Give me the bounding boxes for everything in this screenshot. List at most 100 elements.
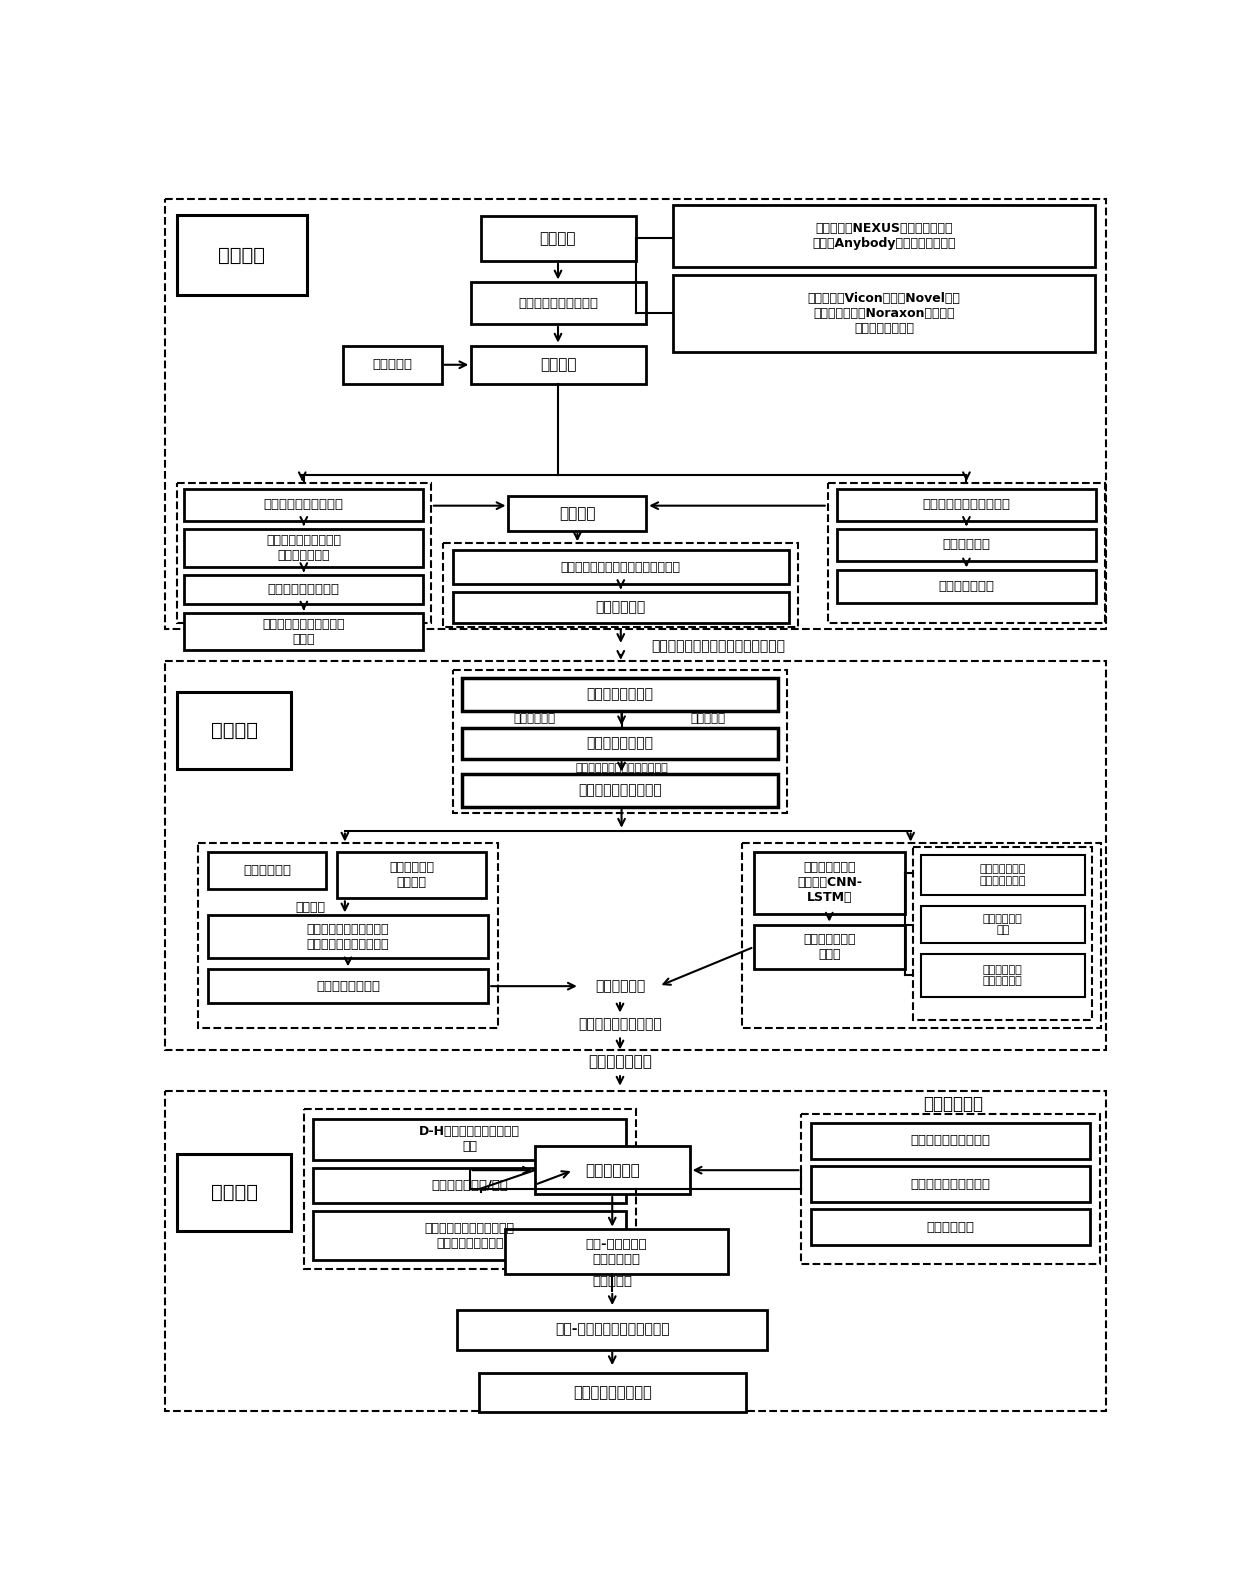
Text: 正常人行走步态特征标注: 正常人行走步态特征标注 bbox=[923, 498, 1011, 511]
FancyBboxPatch shape bbox=[811, 1124, 1090, 1159]
FancyBboxPatch shape bbox=[920, 855, 1085, 895]
Text: 行走实验: 行走实验 bbox=[541, 358, 577, 372]
FancyBboxPatch shape bbox=[754, 852, 905, 915]
FancyBboxPatch shape bbox=[481, 215, 635, 260]
FancyBboxPatch shape bbox=[506, 1229, 728, 1274]
FancyBboxPatch shape bbox=[920, 907, 1085, 943]
FancyBboxPatch shape bbox=[304, 1109, 635, 1269]
Text: 人体运动意图识
别模型: 人体运动意图识 别模型 bbox=[804, 934, 856, 961]
FancyBboxPatch shape bbox=[337, 852, 486, 899]
Text: 人机系统的外骨骼机器人的
运动学及动力学模型: 人机系统的外骨骼机器人的 运动学及动力学模型 bbox=[424, 1221, 515, 1250]
FancyBboxPatch shape bbox=[479, 1374, 745, 1412]
FancyBboxPatch shape bbox=[176, 482, 432, 624]
Text: 步态特征提取: 步态特征提取 bbox=[942, 538, 991, 552]
Text: 脑卒中步态特征提取: 脑卒中步态特征提取 bbox=[268, 583, 340, 597]
FancyBboxPatch shape bbox=[811, 1167, 1090, 1202]
Text: 巴特反演滤波: 巴特反演滤波 bbox=[513, 712, 556, 726]
FancyBboxPatch shape bbox=[754, 924, 905, 969]
FancyBboxPatch shape bbox=[342, 345, 441, 385]
FancyBboxPatch shape bbox=[165, 1092, 1106, 1411]
FancyBboxPatch shape bbox=[828, 482, 1105, 624]
Text: 肢体运动模式与多传感器
信息融合向量的映射函数: 肢体运动模式与多传感器 信息融合向量的映射函数 bbox=[306, 922, 389, 951]
FancyBboxPatch shape bbox=[463, 774, 779, 806]
Text: 多传感器信息处理: 多传感器信息处理 bbox=[587, 688, 653, 701]
FancyBboxPatch shape bbox=[312, 1211, 626, 1261]
FancyBboxPatch shape bbox=[837, 528, 1096, 562]
FancyBboxPatch shape bbox=[312, 1119, 626, 1160]
Text: 患侧下肢运动意图识别: 患侧下肢运动意图识别 bbox=[578, 1018, 662, 1031]
Text: 意图识别: 意图识别 bbox=[211, 721, 258, 741]
Text: 控制执行: 控制执行 bbox=[211, 1183, 258, 1202]
Text: 健患侧耦合信息: 健患侧耦合信息 bbox=[588, 1053, 652, 1069]
FancyBboxPatch shape bbox=[453, 592, 789, 622]
Text: 肢体运动模式: 肢体运动模式 bbox=[243, 863, 291, 878]
Text: 响应变量对比: 响应变量对比 bbox=[595, 980, 645, 993]
FancyBboxPatch shape bbox=[471, 345, 646, 385]
FancyBboxPatch shape bbox=[463, 728, 779, 760]
Text: 二値化处理: 二値化处理 bbox=[691, 712, 725, 726]
FancyBboxPatch shape bbox=[471, 282, 646, 324]
Text: 机器人运动学正/反解: 机器人运动学正/反解 bbox=[432, 1179, 508, 1192]
FancyBboxPatch shape bbox=[207, 852, 326, 889]
FancyBboxPatch shape bbox=[176, 214, 306, 295]
FancyBboxPatch shape bbox=[463, 678, 779, 710]
Text: 脑卒中患者康复数据库: 脑卒中患者康复数据库 bbox=[910, 1135, 991, 1148]
FancyBboxPatch shape bbox=[185, 575, 423, 605]
Text: D-H矩阵和霍可比矩阵理论
研究: D-H矩阵和霍可比矩阵理论 研究 bbox=[419, 1125, 520, 1154]
Text: 机器学习: 机器学习 bbox=[295, 902, 325, 915]
Text: 正常人行走模型: 正常人行走模型 bbox=[939, 579, 994, 594]
Text: 深度学习训练
训练: 深度学习训练 训练 bbox=[983, 915, 1023, 935]
FancyBboxPatch shape bbox=[207, 916, 489, 959]
Text: 硬件平台：Vicon系统、Novel足底
压力测量系统、Noraxon肌电测试
系统、各类传感器: 硬件平台：Vicon系统、Novel足底 压力测量系统、Noraxon肌电测试 … bbox=[807, 292, 960, 335]
FancyBboxPatch shape bbox=[444, 543, 799, 627]
FancyBboxPatch shape bbox=[165, 661, 1106, 1050]
FancyBboxPatch shape bbox=[508, 496, 646, 531]
Text: 运动保护预设: 运动保护预设 bbox=[924, 1095, 983, 1112]
Text: 人机耦合调控: 人机耦合调控 bbox=[585, 1163, 640, 1178]
FancyBboxPatch shape bbox=[185, 613, 423, 651]
Text: 多传感器特征提取: 多传感器特征提取 bbox=[587, 737, 653, 750]
FancyBboxPatch shape bbox=[197, 843, 498, 1028]
FancyBboxPatch shape bbox=[312, 1168, 626, 1203]
FancyBboxPatch shape bbox=[920, 954, 1085, 998]
Text: 脑卒中下肢肌力预测试: 脑卒中下肢肌力预测试 bbox=[910, 1178, 991, 1191]
FancyBboxPatch shape bbox=[534, 1146, 689, 1194]
Text: 对比分析: 对比分析 bbox=[559, 506, 595, 520]
FancyBboxPatch shape bbox=[837, 488, 1096, 520]
Text: 脑卒中患者特征性病理步
态模型: 脑卒中患者特征性病理步 态模型 bbox=[263, 618, 345, 646]
Text: 时空参数、运动学参数和动力学参数: 时空参数、运动学参数和动力学参数 bbox=[651, 638, 785, 653]
FancyBboxPatch shape bbox=[672, 275, 1095, 351]
Text: 人体运动意图
模型迁移训练: 人体运动意图 模型迁移训练 bbox=[983, 964, 1023, 986]
FancyBboxPatch shape bbox=[453, 670, 787, 812]
FancyBboxPatch shape bbox=[185, 528, 423, 567]
Text: 步态实验: 步态实验 bbox=[218, 246, 265, 265]
Text: 两层堆联深度学
习模型（CNN-
LSTM）: 两层堆联深度学 习模型（CNN- LSTM） bbox=[797, 862, 862, 905]
FancyBboxPatch shape bbox=[165, 200, 1106, 629]
Text: 人体-康复机器人
信息交互接口: 人体-康复机器人 信息交互接口 bbox=[585, 1238, 647, 1266]
Text: 人体-康复机器人闭环控制系统: 人体-康复机器人闭环控制系统 bbox=[556, 1323, 670, 1336]
Text: 筛选受试者: 筛选受试者 bbox=[372, 358, 412, 372]
FancyBboxPatch shape bbox=[672, 206, 1095, 267]
FancyBboxPatch shape bbox=[837, 570, 1096, 603]
Text: 脑卒中患者康复训练: 脑卒中患者康复训练 bbox=[573, 1385, 652, 1400]
Text: 人机交互层: 人机交互层 bbox=[593, 1275, 632, 1288]
FancyBboxPatch shape bbox=[743, 843, 1101, 1028]
FancyBboxPatch shape bbox=[176, 693, 291, 769]
FancyBboxPatch shape bbox=[458, 1310, 768, 1350]
Text: 多传感器信息融合向量: 多传感器信息融合向量 bbox=[578, 784, 662, 798]
FancyBboxPatch shape bbox=[176, 1154, 291, 1231]
Text: 软件平台：NEXUS数据采集应用分
析仪、Anybody人体建模仿真软件: 软件平台：NEXUS数据采集应用分 析仪、Anybody人体建模仿真软件 bbox=[812, 222, 956, 251]
FancyBboxPatch shape bbox=[801, 1114, 1100, 1264]
Text: 患者身体基础评定检测: 患者身体基础评定检测 bbox=[518, 297, 599, 310]
FancyBboxPatch shape bbox=[811, 1210, 1090, 1245]
FancyBboxPatch shape bbox=[207, 969, 489, 1004]
Text: 脑卒中患者特征性病理步态矫正策略: 脑卒中患者特征性病理步态矫正策略 bbox=[560, 560, 681, 575]
Text: 迁移学习预训练
的深度学习模型: 迁移学习预训练 的深度学习模型 bbox=[980, 865, 1025, 886]
Text: 运动阈値设定: 运动阈値设定 bbox=[926, 1221, 975, 1234]
Text: 肢体运动预测模型: 肢体运动预测模型 bbox=[316, 980, 379, 993]
FancyBboxPatch shape bbox=[913, 847, 1092, 1020]
Text: 脑卒中患者步态模型库: 脑卒中患者步态模型库 bbox=[264, 498, 343, 511]
Text: 时域下统平均値、标准差和方差: 时域下统平均値、标准差和方差 bbox=[575, 763, 668, 772]
Text: 多传感器信息
融合向量: 多传感器信息 融合向量 bbox=[389, 862, 434, 889]
Text: 数据的特征标注（提模
型、画图型等）: 数据的特征标注（提模 型、画图型等） bbox=[267, 535, 341, 562]
